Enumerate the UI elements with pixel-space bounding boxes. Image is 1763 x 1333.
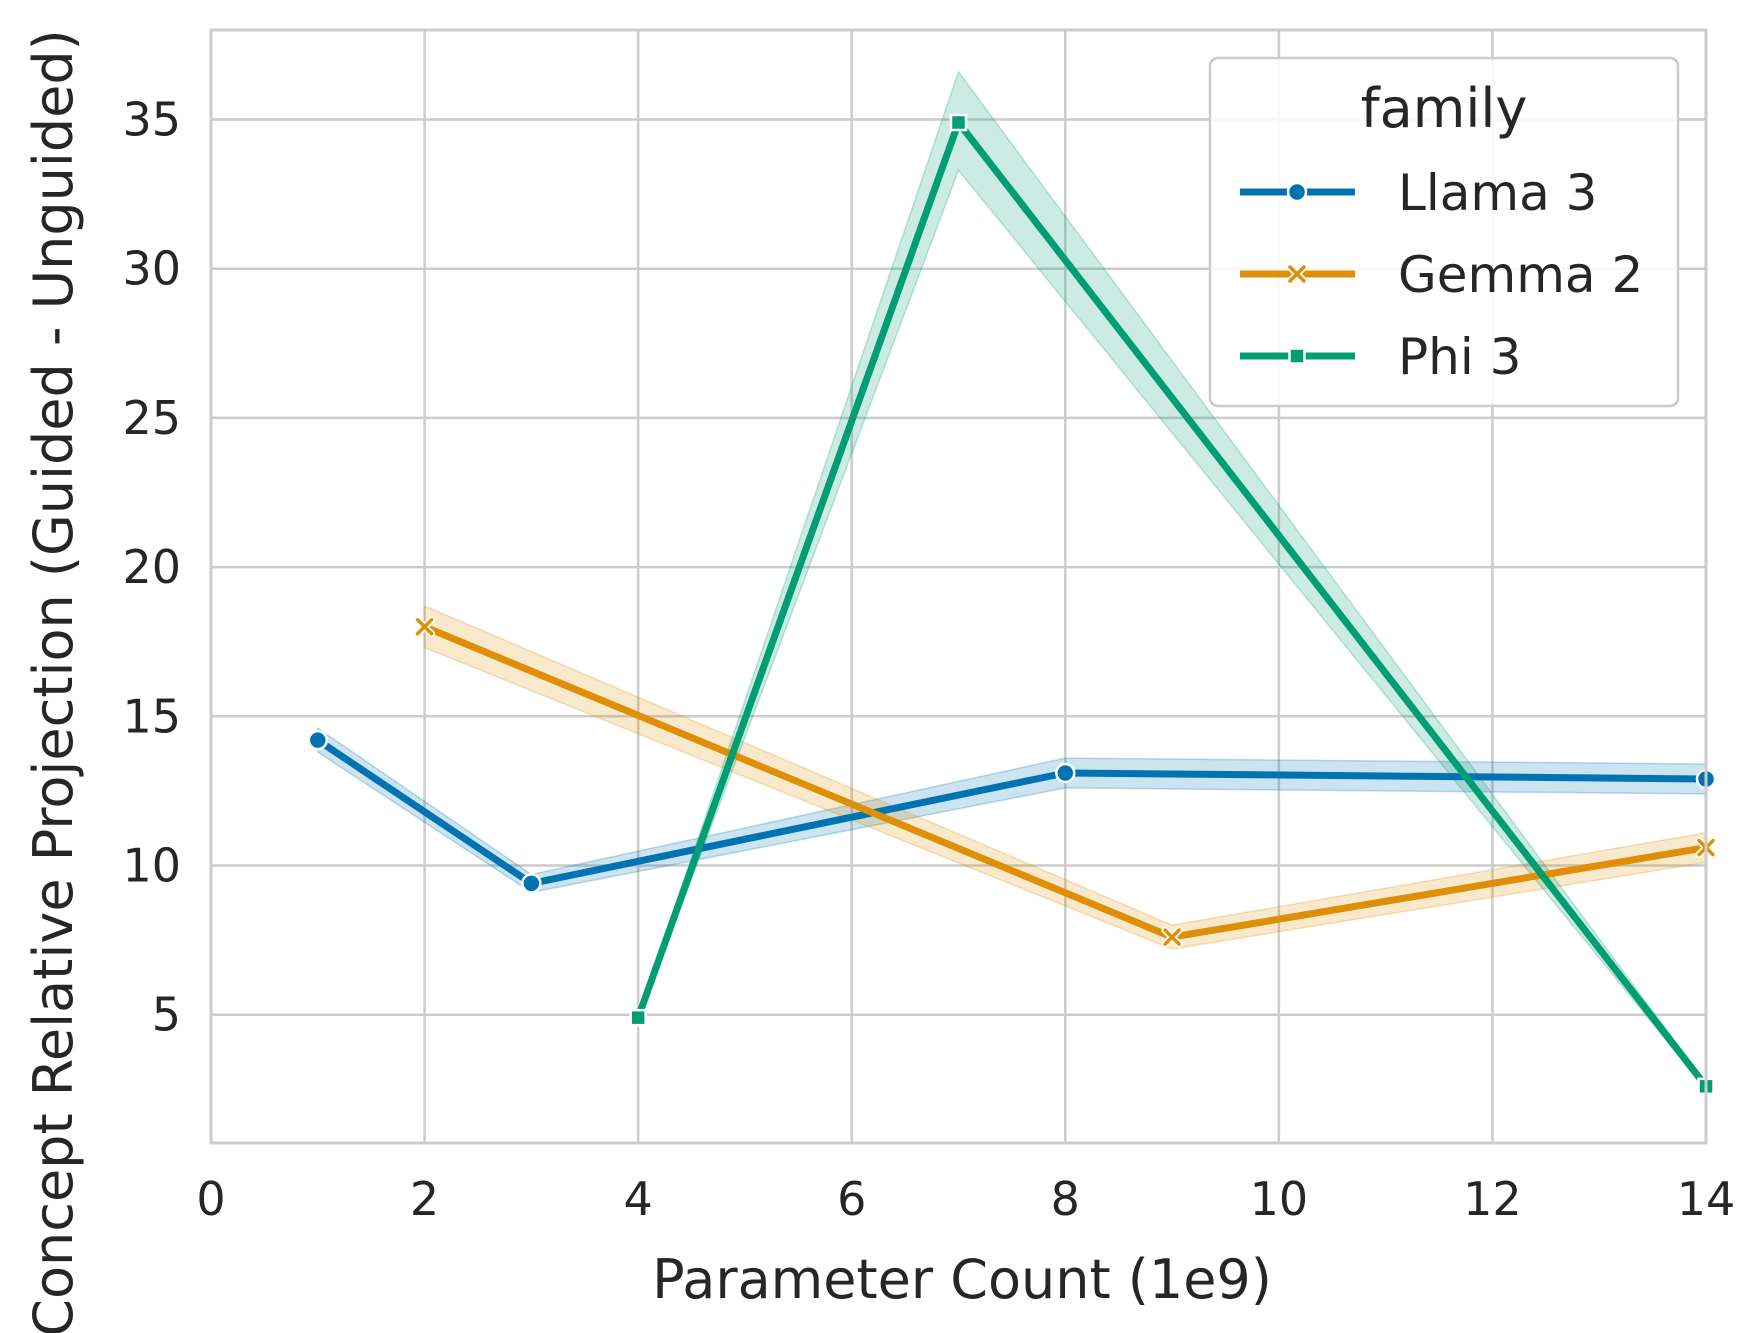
x-tick-label: 4 (624, 1172, 653, 1226)
phi-3-point (949, 113, 968, 132)
x-tick-label: 2 (410, 1172, 439, 1226)
legend-title: family (1361, 77, 1528, 140)
legend-label: Gemma 2 (1398, 246, 1643, 304)
x-tick-label: 12 (1463, 1172, 1522, 1226)
legend-marker (1288, 347, 1306, 365)
legend-item-phi-3: Phi 3 (1240, 328, 1521, 386)
y-tick-label: 35 (122, 93, 181, 147)
legend-label: Phi 3 (1398, 328, 1521, 386)
phi-3-point (629, 1008, 647, 1027)
x-tick-label: 6 (837, 1172, 866, 1226)
legend-item-gemma-2: Gemma 2 (1240, 246, 1643, 304)
legend-marker (1286, 181, 1308, 203)
y-tick-label: 15 (122, 689, 181, 743)
series-markers (307, 113, 1717, 1096)
y-tick-label: 20 (122, 540, 181, 594)
y-tick-label: 5 (152, 988, 181, 1042)
x-tick-label: 14 (1677, 1172, 1736, 1226)
tick-labels: 0 2 4 6 8 10 12 14 5 10 15 20 25 30 35 (122, 93, 1735, 1226)
legend-box (1208, 56, 1680, 408)
legend: family Llama 3 Gemma 2 Phi 3 (1208, 56, 1680, 408)
x-tick-label: 10 (1250, 1172, 1309, 1226)
x-tick-label: 8 (1051, 1172, 1080, 1226)
x-tick-label: 0 (196, 1172, 225, 1226)
llama-3-point (307, 729, 329, 751)
y-tick-label: 30 (122, 242, 181, 296)
legend-entries: Llama 3 Gemma 2 Phi 3 (1240, 164, 1643, 386)
gemma-2-point (414, 616, 436, 638)
legend-item-llama-3: Llama 3 (1240, 164, 1597, 222)
legend-label: Llama 3 (1398, 164, 1597, 222)
llama-3-point (1055, 762, 1076, 784)
llama-3-line (315, 737, 1707, 887)
y-tick-label: 10 (122, 838, 181, 892)
x-axis-label: Parameter Count (1e9) (652, 1248, 1272, 1311)
plot-frame (209, 28, 1708, 1145)
y-tick-label: 25 (122, 391, 181, 445)
y-axis-label: Concept Relative Projection (Guided - Un… (22, 29, 85, 1333)
llama-3-point (521, 873, 542, 894)
legend-marker (1286, 263, 1308, 285)
gemma-2-point (1161, 926, 1183, 948)
